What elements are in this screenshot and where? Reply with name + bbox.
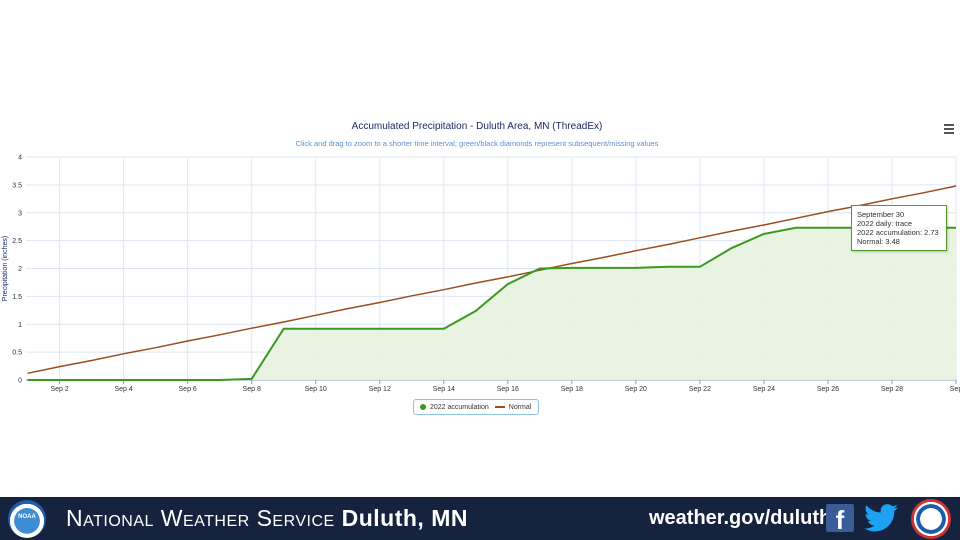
x-tick-label: Sep 2 bbox=[50, 386, 68, 393]
tooltip-line: Normal: 3.48 bbox=[857, 237, 900, 246]
tooltip-line: 2022 daily: trace bbox=[857, 219, 913, 228]
legend-marker-2022 bbox=[420, 404, 426, 410]
x-tick-label: Sep 14 bbox=[433, 386, 455, 393]
y-tick-label: 2.5 bbox=[12, 238, 22, 245]
legend-label-normal: Normal bbox=[508, 403, 532, 411]
y-tick-label: 3.5 bbox=[12, 182, 22, 189]
x-tick-label: Sep 16 bbox=[497, 386, 519, 393]
series-normal-line bbox=[27, 185, 957, 375]
x-tick-label: Sep 12 bbox=[369, 386, 391, 393]
y-tick-label: 1 bbox=[18, 322, 22, 329]
tooltip-header: September 30 bbox=[857, 210, 905, 219]
y-tick-label: 1.5 bbox=[12, 294, 22, 301]
footer-org-name: National Weather Service Duluth, MN bbox=[66, 505, 468, 532]
tooltip-line: 2022 accumulation: 2.73 bbox=[857, 228, 939, 237]
x-tick-label: Sep 28 bbox=[881, 386, 903, 393]
y-tick-label: 0 bbox=[18, 378, 22, 385]
x-tick-label: Sep 26 bbox=[817, 386, 839, 393]
chart-title: Accumulated Precipitation - Duluth Area,… bbox=[351, 121, 603, 132]
footer-org-part2: Duluth, MN bbox=[341, 505, 468, 531]
y-tick-label: 4 bbox=[18, 155, 22, 162]
x-tick-label: Sep 4 bbox=[114, 386, 132, 393]
y-tick-label: 2 bbox=[18, 266, 22, 273]
y-tick-label: 0.5 bbox=[12, 350, 22, 357]
chart-subtitle: Click and drag to zoom to a shorter time… bbox=[295, 139, 659, 148]
x-tick-label: Sep 20 bbox=[625, 386, 647, 393]
x-tick-label: Sep 22 bbox=[689, 386, 711, 393]
chart-legend: 2022 accumulation Normal bbox=[413, 399, 539, 415]
noaa-logo: NOAA bbox=[8, 500, 46, 538]
facebook-icon[interactable]: f bbox=[826, 504, 854, 532]
footer-banner: NOAA National Weather Service Duluth, MN… bbox=[0, 497, 960, 540]
series-2022-line bbox=[27, 226, 956, 381]
chart-plot[interactable]: 0 0.5 1 1.5 2 2.5 3 3.5 4 Sep 2 Sep 4 Sep 6 Sep 8 Sep… bbox=[0, 150, 960, 400]
legend-label-2022: 2022 accumulation bbox=[430, 403, 489, 411]
y-tick-label: 3 bbox=[18, 210, 22, 217]
chart-menu-icon[interactable] bbox=[944, 124, 954, 134]
legend-item-normal[interactable]: Normal bbox=[494, 403, 532, 411]
series-2022-area bbox=[27, 227, 957, 380]
x-tick-label: Sep bbox=[950, 386, 960, 393]
legend-item-2022[interactable]: 2022 accumulation bbox=[420, 404, 489, 411]
footer-url[interactable]: weather.gov/duluth bbox=[649, 507, 832, 529]
legend-marker-normal bbox=[494, 406, 505, 408]
x-tick-label: Sep 10 bbox=[305, 386, 327, 393]
x-tick-label: Sep 8 bbox=[243, 386, 261, 393]
chart-tooltip: September 30 2022 daily: trace 2022 accu… bbox=[851, 205, 947, 251]
footer-org-part1: National Weather Service bbox=[66, 505, 335, 531]
x-tick-label: Sep 24 bbox=[753, 386, 775, 393]
x-tick-label: Sep 18 bbox=[561, 386, 583, 393]
x-tick-label: Sep 6 bbox=[179, 386, 197, 393]
nws-logo bbox=[911, 499, 951, 539]
y-axis-label: Precipitation (inches) bbox=[2, 236, 9, 301]
twitter-icon[interactable] bbox=[864, 504, 898, 532]
